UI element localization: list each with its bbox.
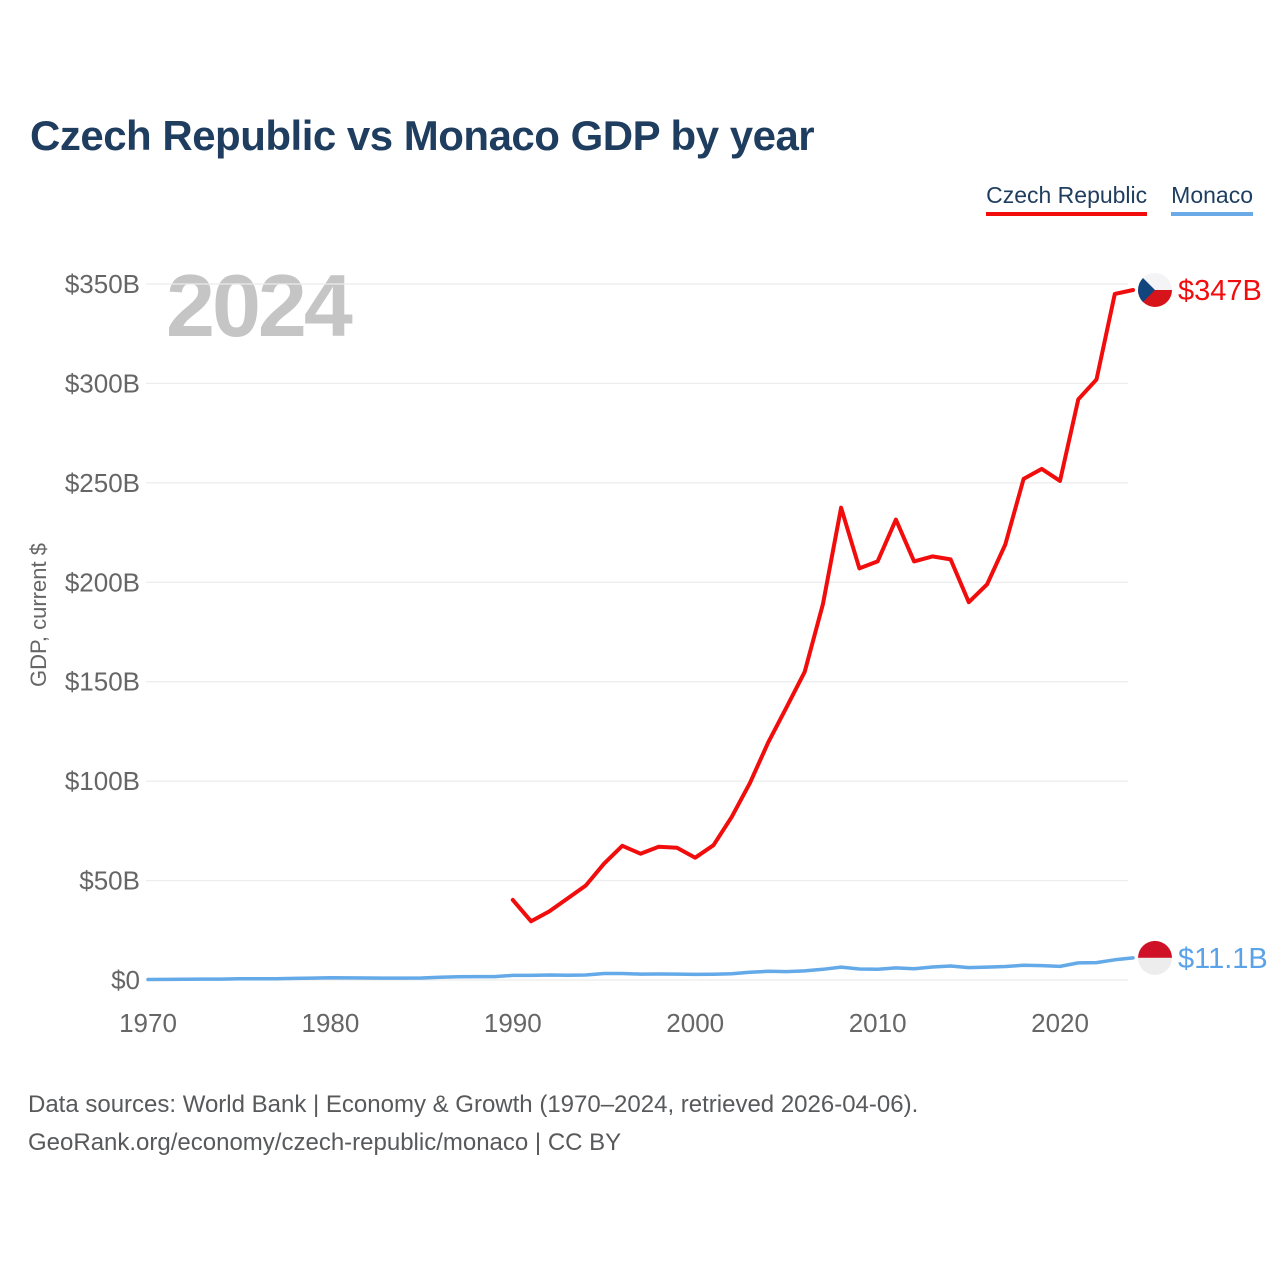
legend-item-czech-republic[interactable]: Czech Republic — [986, 182, 1148, 216]
footer-attribution-line: GeoRank.org/economy/czech-republic/monac… — [28, 1129, 622, 1156]
czech-republic-endpoint-flag-icon — [1138, 272, 1172, 307]
x-tick-label: 2010 — [849, 1008, 907, 1038]
czech-flag-blue-wedge — [1138, 277, 1155, 302]
monaco-endpoint-flag-icon — [1138, 940, 1172, 975]
legend-item-monaco[interactable]: Monaco — [1171, 182, 1253, 216]
watermark-year: 2024 — [166, 256, 353, 355]
series-line-monaco — [146, 956, 1135, 982]
data-sources-note: Data sources: World Bank | Economy & Gro… — [28, 1086, 918, 1162]
y-tick-label: $250B — [65, 468, 140, 498]
y-tick-label: $200B — [65, 567, 140, 597]
y-tick-label: $0 — [111, 965, 140, 995]
y-tick-label: $150B — [65, 667, 140, 697]
x-tick-label: 2000 — [666, 1008, 724, 1038]
y-tick-label: $50B — [79, 866, 140, 896]
footer-source-line: Data sources: World Bank | Economy & Gro… — [28, 1091, 919, 1118]
y-tick-label: $300B — [65, 368, 140, 398]
y-axis-title: GDP, current $ — [26, 543, 51, 687]
page-title: Czech Republic vs Monaco GDP by year — [30, 112, 815, 159]
series-line-czech-republic — [510, 288, 1135, 924]
x-tick-label: 1990 — [484, 1008, 542, 1038]
chart-legend: Czech Republic Monaco — [986, 182, 1253, 216]
x-tick-label: 1980 — [301, 1008, 359, 1038]
x-tick-label: 2020 — [1031, 1008, 1089, 1038]
y-tick-label: $350B — [65, 269, 140, 299]
monaco-flag-white-stripe — [1138, 957, 1172, 975]
y-tick-label: $100B — [65, 766, 140, 796]
monaco-end-value-label: $11.1B — [1178, 943, 1268, 975]
czech-republic-end-value-label: $347B — [1178, 275, 1262, 307]
monaco-flag-red-stripe — [1138, 940, 1172, 958]
x-tick-label: 1970 — [119, 1008, 177, 1038]
